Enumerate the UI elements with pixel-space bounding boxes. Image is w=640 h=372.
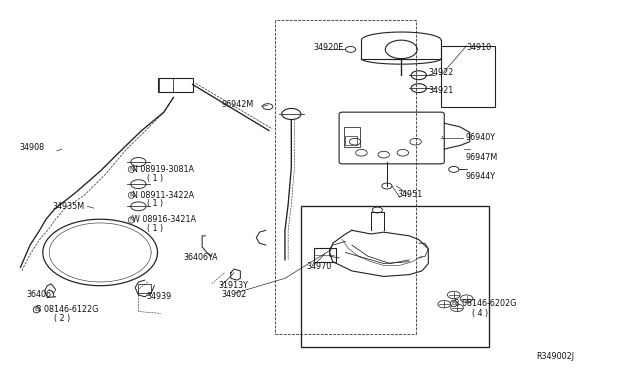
Text: ( 2 ): ( 2 ) [49,314,70,323]
Text: R349002J: R349002J [537,352,575,361]
Text: 34951: 34951 [397,190,423,199]
Text: ( 1 ): ( 1 ) [141,174,163,183]
Text: B 08146-6202G: B 08146-6202G [454,299,516,308]
Text: N: N [451,301,456,306]
Text: 96947M: 96947M [465,153,497,162]
Text: 96940Y: 96940Y [465,133,495,142]
Text: ( 1 ): ( 1 ) [141,199,163,208]
Text: B: B [452,301,456,306]
Bar [301,206,489,347]
Bar [157,78,193,92]
Text: 36406YA: 36406YA [183,253,218,263]
Text: 36406Y: 36406Y [27,291,56,299]
Text: 34921: 34921 [428,86,454,94]
Text: ( 4 ): ( 4 ) [467,309,488,318]
Bar [344,127,360,147]
Bar [314,248,336,262]
Text: 96942M: 96942M [221,100,253,109]
Text: N: N [129,218,134,222]
Text: N: N [34,307,39,312]
Text: 96944Y: 96944Y [465,172,495,181]
Text: 34922: 34922 [428,68,454,77]
Text: N: N [129,193,134,198]
Text: 31913Y: 31913Y [218,281,248,290]
Text: N 08919-3081A: N 08919-3081A [132,165,194,174]
Text: B: B [35,307,38,312]
Bar [441,46,495,107]
Text: 34935M: 34935M [52,202,84,211]
Text: 34910: 34910 [467,43,492,52]
Text: ( 1 ): ( 1 ) [141,224,163,233]
Text: 34902: 34902 [221,291,246,299]
Text: 34939: 34939 [146,292,172,301]
Text: B 08146-6122G: B 08146-6122G [36,305,99,314]
Text: 34920E: 34920E [314,43,344,52]
Text: 34908: 34908 [19,143,44,152]
Text: W 08916-3421A: W 08916-3421A [132,215,196,224]
Text: N: N [129,167,134,172]
Text: 34970: 34970 [306,262,332,270]
Bar [346,136,357,145]
Bar [138,284,151,293]
Text: N 08911-3422A: N 08911-3422A [132,191,194,200]
